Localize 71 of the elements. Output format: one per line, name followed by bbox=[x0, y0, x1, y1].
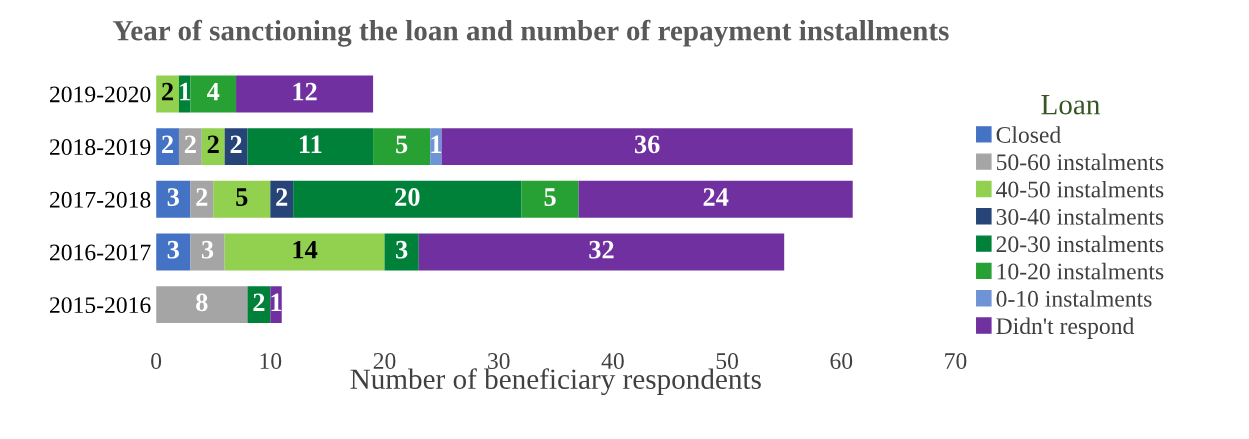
x-axis-title: Number of beneficiary respondents bbox=[350, 368, 761, 396]
x-tick-label: 10 bbox=[260, 353, 282, 369]
data-label: 20 bbox=[395, 188, 420, 206]
bar bbox=[178, 128, 202, 166]
data-label: 2 bbox=[162, 135, 174, 153]
y-tick-label: 2016-2017 bbox=[49, 244, 151, 261]
bar bbox=[384, 233, 419, 271]
data-label: 32 bbox=[589, 240, 614, 259]
data-label: 3 bbox=[396, 240, 408, 259]
x-tick-label: 30 bbox=[488, 353, 510, 369]
data-label: 1 bbox=[180, 82, 190, 101]
bar bbox=[418, 233, 785, 271]
y-tick-label: 2017-2018 bbox=[49, 191, 151, 208]
bar bbox=[224, 233, 385, 271]
data-label: 2 bbox=[230, 135, 242, 153]
x-tick-label: 60 bbox=[830, 353, 853, 369]
bar bbox=[190, 233, 225, 271]
x-tick-label: 40 bbox=[601, 353, 624, 369]
legend-label: 50-60 instalments bbox=[997, 153, 1164, 171]
bar bbox=[247, 286, 271, 324]
data-label: 14 bbox=[293, 240, 318, 259]
data-label: 5 bbox=[396, 135, 408, 154]
data-label: 36 bbox=[634, 135, 660, 154]
data-label: 4 bbox=[206, 82, 220, 101]
data-label: 1 bbox=[431, 135, 442, 153]
bar bbox=[270, 286, 282, 324]
data-label: 1 bbox=[271, 293, 282, 312]
y-tick-label: 2015-2016 bbox=[49, 297, 151, 314]
data-label: 2 bbox=[196, 188, 208, 206]
bar bbox=[236, 75, 374, 113]
x-tick-label: 50 bbox=[716, 353, 738, 369]
data-label: 11 bbox=[299, 135, 322, 153]
bar bbox=[190, 180, 214, 218]
x-tick-label: 20 bbox=[373, 353, 396, 369]
data-label: 2 bbox=[162, 82, 174, 101]
legend-label: Closed bbox=[996, 126, 1061, 143]
data-label: 5 bbox=[236, 188, 248, 206]
bar bbox=[521, 180, 579, 218]
legend-title: Loan bbox=[1041, 95, 1100, 115]
data-label: 3 bbox=[167, 188, 179, 206]
legend-label: 10-20 instalments bbox=[997, 262, 1164, 280]
bar bbox=[247, 128, 374, 166]
data-label: 2 bbox=[184, 135, 196, 153]
bar bbox=[373, 128, 431, 166]
x-tick-label: 70 bbox=[945, 353, 967, 369]
data-label: 24 bbox=[703, 188, 729, 206]
y-tick-label: 2019-2020 bbox=[49, 86, 151, 103]
legend-label: 40-50 instalments bbox=[996, 180, 1164, 198]
legend-label: 30-40 instalments bbox=[996, 208, 1164, 225]
chart-title: Year of sanctioning the loan and number of repayment installments bbox=[112, 19, 949, 47]
bar bbox=[578, 180, 853, 218]
data-label: 2 bbox=[207, 135, 219, 153]
bar bbox=[270, 180, 294, 218]
data-label: 2 bbox=[276, 188, 288, 206]
bar bbox=[156, 286, 248, 324]
data-label: 2 bbox=[253, 293, 265, 312]
legend-label: 0-10 instalments bbox=[996, 290, 1152, 307]
bar bbox=[201, 128, 225, 166]
data-label: 5 bbox=[544, 188, 556, 206]
data-label: 12 bbox=[293, 82, 317, 101]
legend-label: 20-30 instalments bbox=[996, 235, 1164, 253]
data-label: 3 bbox=[167, 240, 179, 259]
bar bbox=[293, 180, 522, 218]
y-tick-label: 2018-2019 bbox=[49, 139, 151, 156]
x-tick-label: 0 bbox=[151, 353, 162, 369]
data-label: 8 bbox=[196, 293, 208, 312]
bar bbox=[213, 180, 271, 218]
legend-label: Didn't respond bbox=[996, 317, 1135, 339]
bar bbox=[441, 128, 853, 166]
data-label: 3 bbox=[201, 240, 214, 259]
bar bbox=[190, 75, 237, 113]
